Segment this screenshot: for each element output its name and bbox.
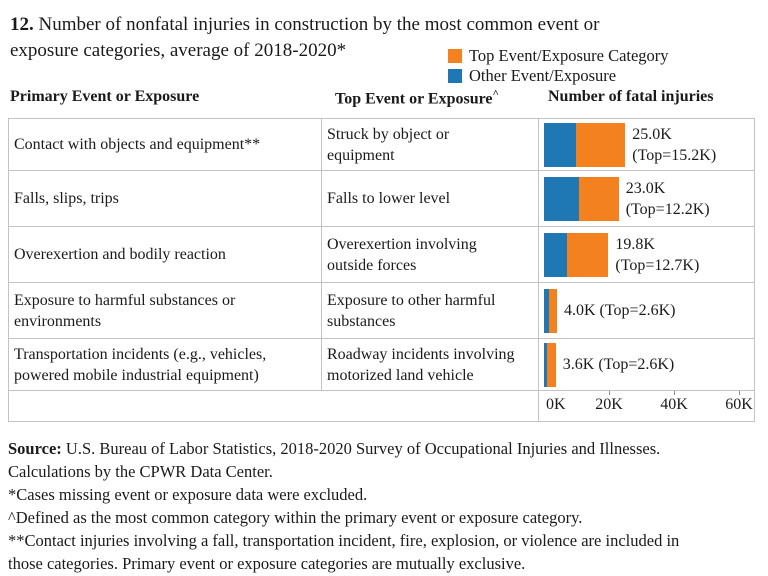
legend-item-other-event: Other Event/Exposure [448, 66, 669, 86]
footnote-caret: ^Defined as the most common category wit… [8, 508, 583, 527]
bar-other-segment [544, 232, 568, 277]
legend-label-other-event: Other Event/Exposure [469, 66, 617, 85]
bar-other-segment [544, 342, 548, 387]
bar-other-segment [544, 288, 549, 333]
bar-other-segment [544, 122, 576, 167]
figure-number: 12. [10, 14, 34, 35]
legend-item-top-event: Top Event/Exposure Category [448, 46, 669, 66]
legend-swatch-other-event-icon [448, 69, 462, 83]
footnote-asterisk: *Cases missing event or exposure data we… [8, 485, 368, 504]
footnote-double-asterisk: **Contact injuries involving a fall, tra… [8, 531, 680, 573]
primary-event-cell: Overexertion and bodily reaction [9, 227, 322, 282]
source-note: Source: U.S. Bureau of Labor Statistics,… [8, 437, 766, 483]
stacked-bar [544, 122, 626, 167]
header-number-injuries: Number of fatal injuries [548, 88, 714, 105]
top-event-cell: Exposure to other harmful substances [322, 283, 539, 338]
top-event-cell: Struck by object or equipment [322, 119, 539, 170]
stacked-bar [544, 342, 556, 387]
x-axis-row: 0K 20K 40K 60K [9, 391, 754, 421]
axis-tick [739, 391, 740, 395]
bar-top-segment [567, 232, 609, 277]
primary-event-cell: Contact with objects and equipment** [9, 119, 322, 170]
axis-tick-label: 20K [595, 396, 623, 413]
title-text-1: Number of nonfatal injuries in construct… [38, 14, 600, 35]
axis-spacer-cell [9, 391, 539, 421]
page-title: 12. Number of nonfatal injuries in const… [10, 12, 710, 64]
bar-value-label: 3.6K (Top=2.6K) [562, 356, 675, 373]
source-label: Source: [8, 439, 62, 458]
title-line-2: exposure categories, average of 2018-202… [10, 40, 347, 61]
legend-label-top-event: Top Event/Exposure Category [469, 46, 669, 65]
bar-top-segment [547, 342, 556, 387]
top-event-cell: Falls to lower level [322, 171, 539, 226]
legend: Top Event/Exposure Category Other Event/… [448, 46, 669, 86]
header-caret-superscript: ^ [492, 88, 499, 100]
bar-cell: 25.0K (Top=15.2K) [539, 119, 754, 170]
bar-top-segment [579, 176, 619, 221]
source-text: U.S. Bureau of Labor Statistics, 2018-20… [8, 439, 661, 481]
bar-top-segment [548, 288, 557, 333]
bar-cell: 19.8K (Top=12.7K) [539, 227, 754, 282]
primary-event-cell: Exposure to harmful substances or enviro… [9, 283, 322, 338]
top-event-cell: Roadway incidents involving motorized la… [322, 339, 539, 390]
top-event-cell: Overexertion involving outside forces [322, 227, 539, 282]
bar-value-label: 19.8K (Top=12.7K) [615, 235, 700, 274]
stacked-bar [544, 288, 557, 333]
axis-tick-label: 60K [725, 396, 753, 413]
injury-table: Contact with objects and equipment** Str… [8, 118, 755, 422]
stacked-bar [544, 232, 609, 277]
primary-event-cell: Transportation incidents (e.g., vehicles… [9, 339, 322, 390]
axis-tick-label: 0K [546, 396, 566, 413]
x-axis: 0K 20K 40K 60K [539, 391, 754, 421]
bar-cell: 4.0K (Top=2.6K) [539, 283, 754, 338]
table-row: Falls, slips, trips Falls to lower level… [9, 171, 754, 227]
axis-tick [609, 391, 610, 395]
legend-swatch-top-event-icon [448, 49, 462, 63]
table-row: Overexertion and bodily reaction Overexe… [9, 227, 754, 283]
table-row: Transportation incidents (e.g., vehicles… [9, 339, 754, 391]
footnotes: Source: U.S. Bureau of Labor Statistics,… [8, 437, 766, 575]
bar-cell: 3.6K (Top=2.6K) [539, 339, 754, 390]
bar-top-segment [575, 122, 626, 167]
axis-tick-label: 40K [660, 396, 688, 413]
bar-cell: 23.0K (Top=12.2K) [539, 171, 754, 226]
table-header-row: Primary Event or Exposure Top Event or E… [8, 88, 755, 108]
bar-value-label: 25.0K (Top=15.2K) [632, 125, 717, 164]
header-primary-event: Primary Event or Exposure [10, 88, 200, 105]
stacked-bar [544, 176, 619, 221]
bar-other-segment [544, 176, 580, 221]
primary-event-cell: Falls, slips, trips [9, 171, 322, 226]
bar-value-label: 23.0K (Top=12.2K) [625, 179, 710, 218]
bar-value-label: 4.0K (Top=2.6K) [564, 302, 676, 319]
title-line-1: 12. Number of nonfatal injuries in const… [10, 12, 710, 38]
table-row: Exposure to harmful substances or enviro… [9, 283, 754, 339]
header-top-event: Top Event or Exposure^ [335, 88, 499, 108]
axis-tick [674, 391, 675, 395]
table-row: Contact with objects and equipment** Str… [9, 119, 754, 171]
